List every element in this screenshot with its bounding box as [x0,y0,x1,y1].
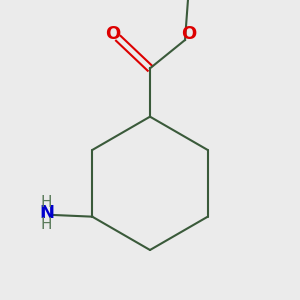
Text: H: H [41,217,52,232]
Text: N: N [39,204,54,222]
Text: O: O [181,25,196,43]
Text: H: H [41,195,52,210]
Text: O: O [105,25,120,43]
